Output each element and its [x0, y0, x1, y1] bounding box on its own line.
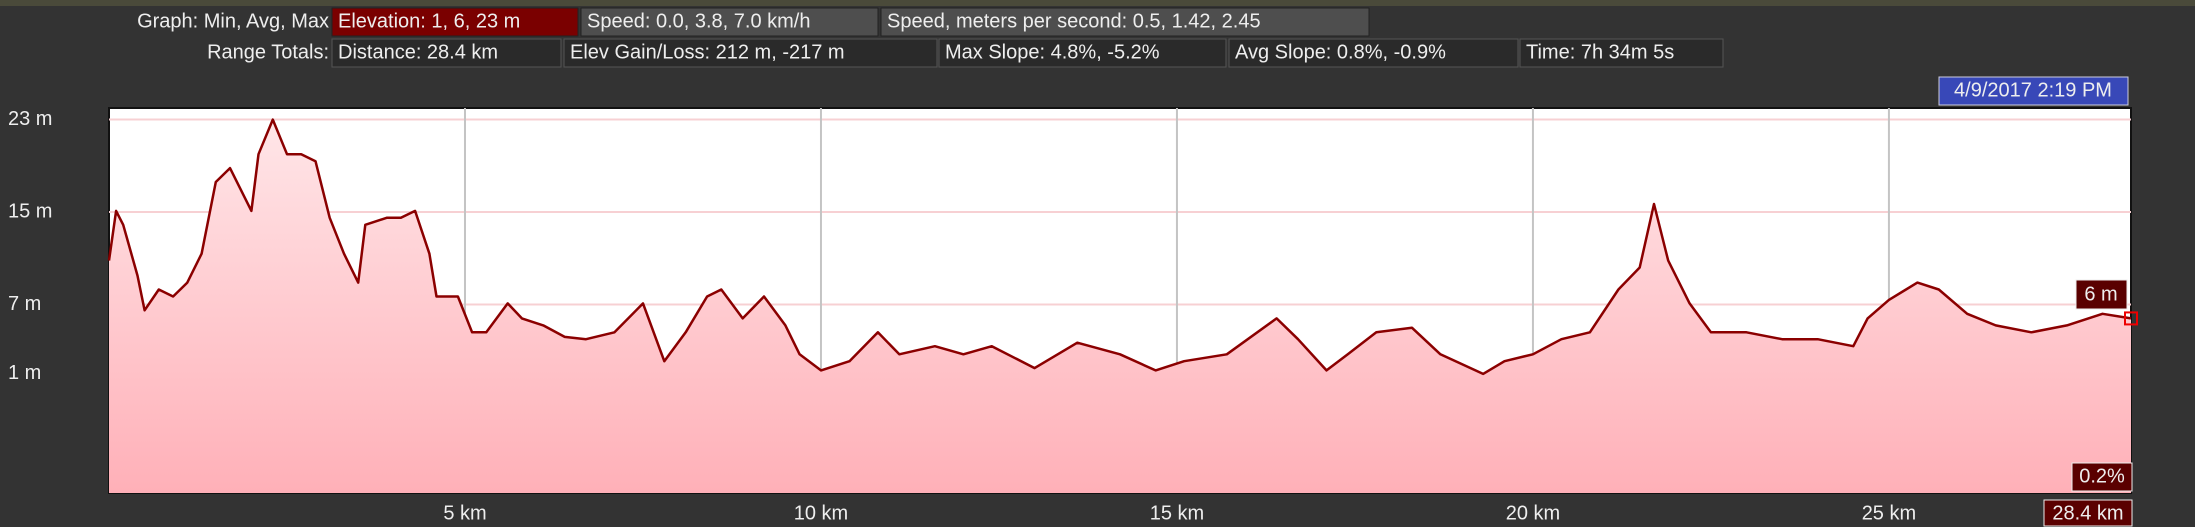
range-item-box	[1228, 38, 1519, 68]
range-item-box	[1519, 38, 1724, 68]
graph-item: Elevation: 1, 6, 23 m	[338, 10, 520, 32]
range-item: Time: 7h 34m 5s	[1526, 41, 1674, 63]
y-tick-label: 23 m	[8, 108, 52, 130]
cursor-value: 6 m	[2084, 283, 2117, 305]
y-tick-label: 7 m	[8, 293, 41, 315]
range-item: Max Slope: 4.8%, -5.2%	[945, 41, 1160, 63]
cursor-slope-box	[2071, 462, 2133, 492]
graph-item: Speed: 0.0, 3.8, 7.0 km/h	[587, 10, 810, 32]
cursor-x-box	[2043, 499, 2133, 527]
cursor-x: 28.4 km	[2052, 502, 2123, 524]
elevation-line	[107, 118, 2132, 376]
range-label: Range Totals:	[207, 41, 329, 63]
x-tick-label: 10 km	[794, 502, 848, 524]
range-item: Elev Gain/Loss: 212 m, -217 m	[570, 41, 845, 63]
range-item: Avg Slope: 0.8%, -0.9%	[1235, 41, 1446, 63]
y-tick-label: 15 m	[8, 200, 52, 222]
cursor-value-box	[2075, 279, 2128, 310]
cursor-slope: 0.2%	[2079, 465, 2125, 487]
graph-item-box	[331, 7, 579, 37]
x-tick-label: 5 km	[443, 502, 486, 524]
x-tick-label: 25 km	[1862, 502, 1916, 524]
range-item: Distance: 28.4 km	[338, 41, 498, 63]
graph-item-box	[880, 7, 1370, 37]
graph-label: Graph: Min, Avg, Max	[137, 10, 329, 32]
range-item-box	[331, 38, 562, 68]
range-item-box	[563, 38, 938, 68]
timestamp-box	[1938, 76, 2129, 106]
x-tick-label: 20 km	[1506, 502, 1560, 524]
map-strip	[0, 0, 2195, 6]
cursor-marker	[2124, 311, 2138, 326]
elevation-area	[109, 119, 2131, 493]
y-tick-label: 1 m	[8, 362, 41, 384]
x-tick-label: 15 km	[1150, 502, 1204, 524]
timestamp: 4/9/2017 2:19 PM	[1954, 79, 2112, 101]
graph-item-box	[580, 7, 879, 37]
graph-item: Speed, meters per second: 0.5, 1.42, 2.4…	[887, 10, 1261, 32]
range-item-box	[938, 38, 1227, 68]
